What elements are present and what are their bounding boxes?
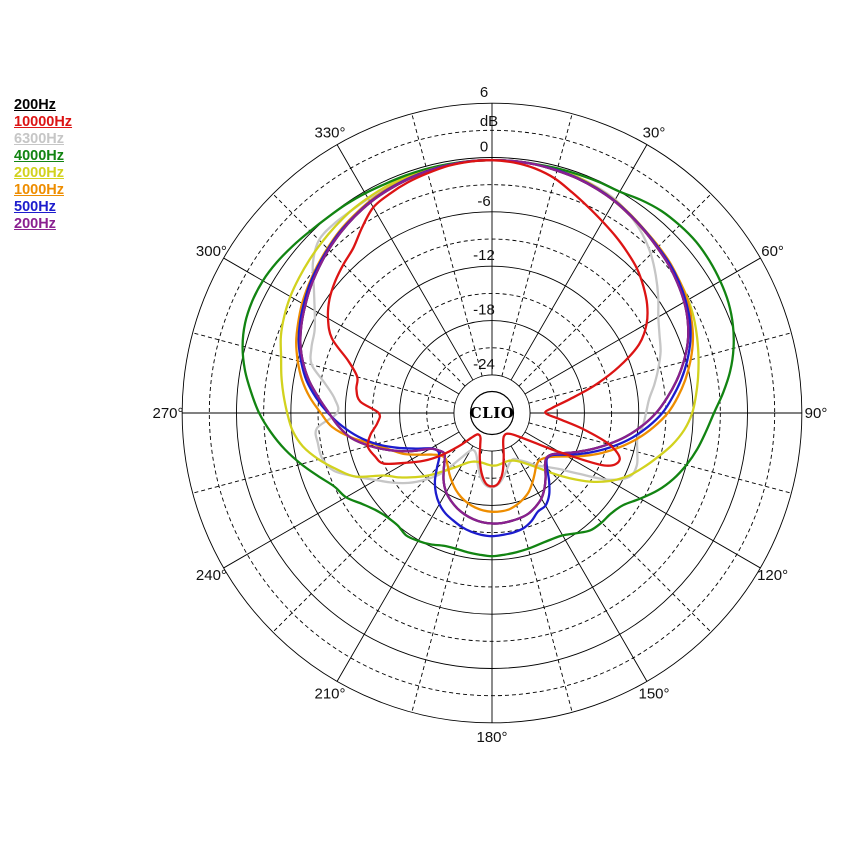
legend-item-0-200hz: 200Hz bbox=[14, 97, 56, 113]
curve-500hz-z5 bbox=[297, 159, 692, 538]
grid-spoke-105deg bbox=[528, 422, 792, 494]
grid-spoke-225deg bbox=[272, 439, 466, 633]
grid-spoke-150deg bbox=[510, 445, 648, 682]
legend-item-3-4000hz: 4000Hz bbox=[14, 148, 64, 164]
grid-spoke-255deg bbox=[192, 422, 456, 494]
grid-spoke-285deg bbox=[192, 332, 456, 404]
grid-spoke-60deg bbox=[524, 257, 761, 395]
db-label-0: 0 bbox=[480, 139, 488, 156]
grid-spoke-210deg bbox=[336, 445, 474, 682]
grid-spoke-75deg bbox=[528, 332, 792, 404]
clio-disc bbox=[469, 390, 515, 436]
legend-item-4-2000hz: 2000Hz bbox=[14, 165, 64, 181]
db-label--12: -12 bbox=[473, 247, 495, 264]
grid-spoke-315deg bbox=[272, 193, 466, 387]
angle-label-270: 270° bbox=[152, 405, 183, 422]
clio-logo: CLIO bbox=[470, 404, 515, 422]
curves-layer bbox=[241, 159, 735, 558]
grid-spoke-15deg bbox=[501, 113, 573, 377]
db-unit-label: dB bbox=[480, 113, 498, 130]
grid-spoke-240deg bbox=[223, 431, 460, 569]
grid-spoke-195deg bbox=[411, 449, 483, 713]
curve-200hz-z6 bbox=[299, 159, 690, 525]
legend-item-5-1000hz: 1000Hz bbox=[14, 182, 64, 198]
grid-spoke-345deg bbox=[411, 113, 483, 377]
angle-label-120: 120° bbox=[757, 567, 788, 584]
angle-label-300: 300° bbox=[196, 243, 227, 260]
angle-label-60: 60° bbox=[761, 243, 784, 260]
angle-label-90: 90° bbox=[805, 405, 828, 422]
frequency-legend: 200Hz 10000Hz 6300Hz 4000Hz 2000Hz 1000Hz 500H… bbox=[14, 97, 72, 233]
curve-4000hz-z3 bbox=[241, 159, 735, 558]
angle-label-150: 150° bbox=[638, 686, 669, 703]
angle-label-210: 210° bbox=[314, 686, 345, 703]
db-label--24: -24 bbox=[473, 356, 495, 373]
angle-label-330: 330° bbox=[314, 124, 345, 141]
grid-spoke-165deg bbox=[501, 449, 573, 713]
curve-1000hz-z4 bbox=[295, 159, 695, 513]
db-label-6: 6 bbox=[480, 84, 488, 101]
center-badge: CLIO bbox=[469, 390, 515, 436]
db-label--6: -6 bbox=[477, 193, 490, 210]
angle-label-240: 240° bbox=[196, 567, 227, 584]
angle-label-180: 180° bbox=[476, 729, 507, 746]
grid-spoke-330deg bbox=[336, 144, 474, 381]
angle-label-30: 30° bbox=[643, 124, 666, 141]
legend-item-2-6300hz: 6300Hz bbox=[14, 131, 64, 147]
curve-10000hz-z7 bbox=[326, 159, 649, 488]
legend-item-7-200hz: 200Hz bbox=[14, 216, 56, 232]
db-label--18: -18 bbox=[473, 302, 495, 319]
labels-layer: 30° 60° 90° 120° 150° 180° 210° 240° 270° 300° 330… bbox=[152, 84, 827, 746]
grid-spoke-30deg bbox=[510, 144, 648, 381]
legend-item-1-10000hz: 10000Hz bbox=[14, 114, 73, 130]
legend-item-6-500hz: 500Hz bbox=[14, 199, 56, 215]
grid-spoke-300deg bbox=[223, 257, 460, 395]
